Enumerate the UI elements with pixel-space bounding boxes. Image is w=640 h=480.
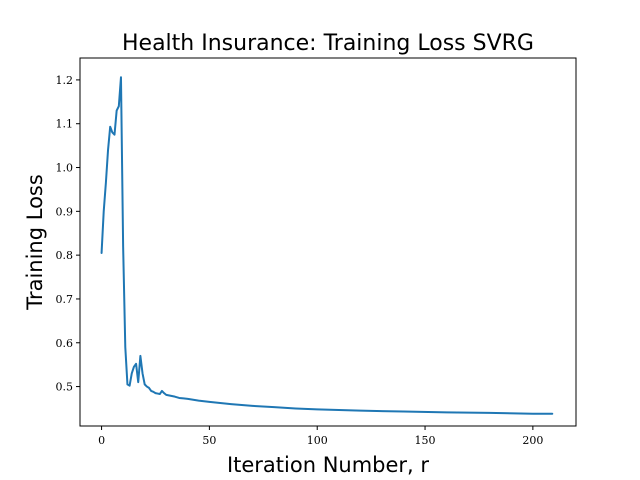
x-axis: 0 50 100 150 200 bbox=[98, 426, 543, 447]
y-tick-label: 1.2 bbox=[56, 74, 74, 87]
training-loss-line bbox=[100, 76, 554, 415]
y-tick-label: 0.9 bbox=[56, 205, 74, 218]
x-tick-label: 0 bbox=[98, 434, 105, 447]
plot-area-frame bbox=[79, 57, 577, 427]
x-axis-label: Iteration Number, r bbox=[227, 453, 429, 477]
x-tick-label: 100 bbox=[307, 434, 328, 447]
y-tick-label: 0.6 bbox=[56, 337, 74, 350]
y-tick-label: 0.7 bbox=[56, 293, 74, 306]
y-tick-label: 1.1 bbox=[56, 118, 74, 131]
chart-title: Health Insurance: Training Loss SVRG bbox=[122, 31, 534, 56]
y-tick-label: 0.8 bbox=[56, 249, 74, 262]
y-axis-label: Training Loss bbox=[23, 174, 47, 311]
x-tick-label: 150 bbox=[415, 434, 436, 447]
y-axis: 0.5 0.6 0.7 0.8 0.9 1.0 1.1 1.2 bbox=[56, 74, 80, 394]
y-tick-label: 0.5 bbox=[56, 381, 74, 394]
x-tick-label: 200 bbox=[522, 434, 543, 447]
x-tick-label: 50 bbox=[202, 434, 216, 447]
y-tick-label: 1.0 bbox=[56, 162, 74, 175]
